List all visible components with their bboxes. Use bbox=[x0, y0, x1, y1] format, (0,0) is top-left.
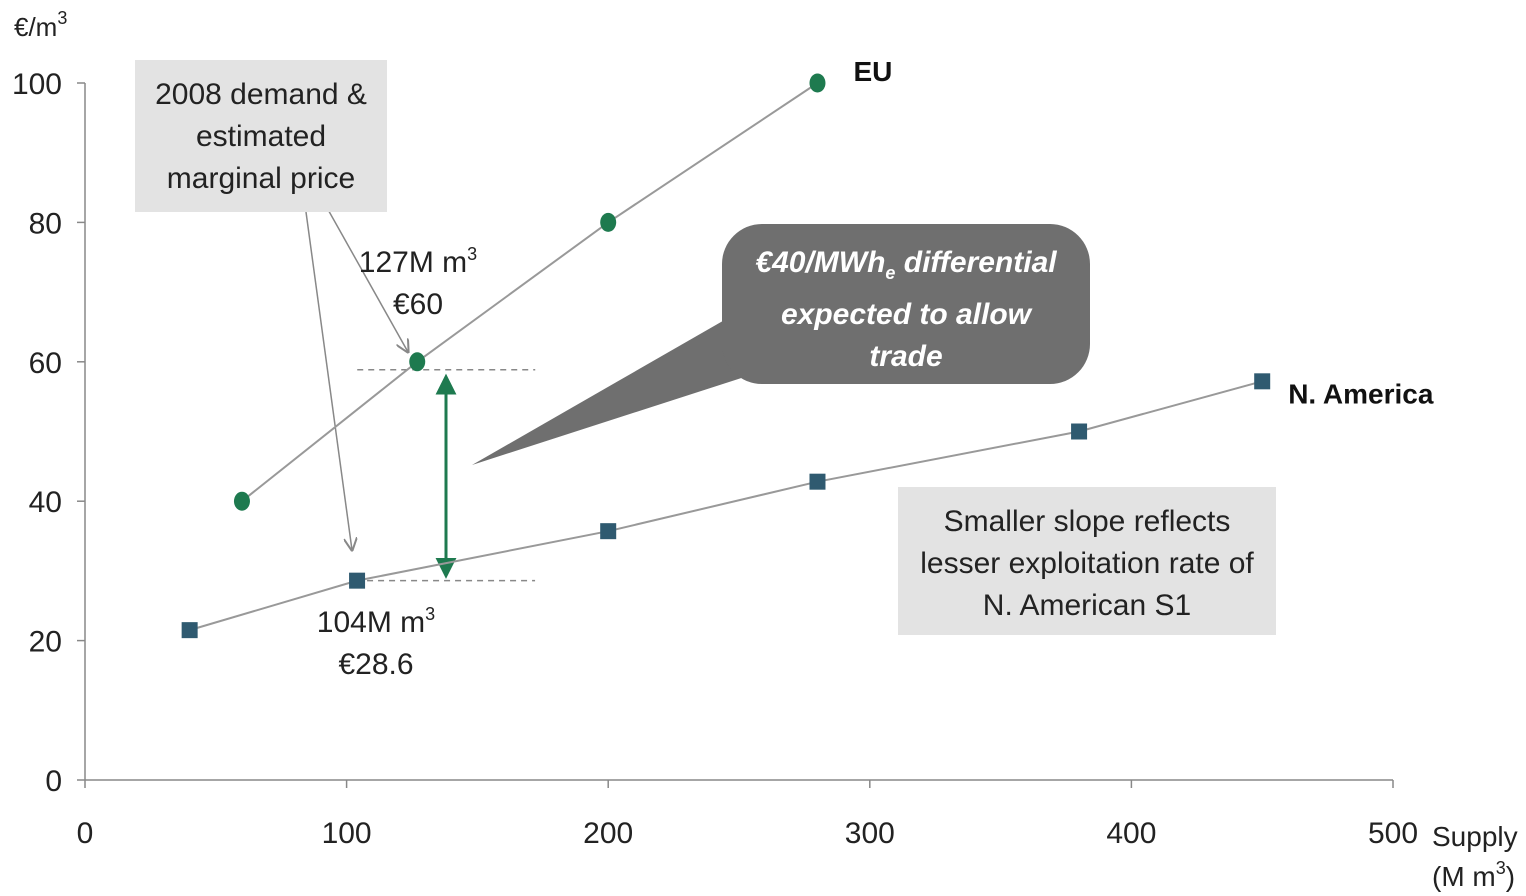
x-axis-label-line-2: (M m3) bbox=[1432, 858, 1515, 892]
data-point bbox=[349, 572, 366, 589]
data-point bbox=[600, 212, 617, 232]
series-label-n-america: N. America bbox=[1288, 378, 1434, 409]
x-tick-label: 300 bbox=[845, 817, 895, 850]
demand-annotation-box: 2008 demand & estimated marginal price bbox=[135, 60, 387, 212]
data-point bbox=[1071, 423, 1088, 440]
tick-labels: 0 100 200 300 400 500 0 20 40 60 80 100 €/m3 Supply (M… bbox=[12, 8, 1518, 892]
demand-box-line-2: estimated bbox=[195, 120, 327, 153]
series-eu bbox=[233, 73, 826, 511]
callout-line-1: €40/MWhe differential bbox=[755, 246, 1057, 283]
eu-point-label-price: €60 bbox=[393, 288, 443, 321]
callout-line-3: trade bbox=[869, 340, 943, 373]
trade-differential-callout: €40/MWhe differential expected to allow … bbox=[722, 224, 1090, 384]
y-tick-label: 60 bbox=[29, 347, 62, 380]
data-point bbox=[409, 352, 426, 372]
data-point bbox=[809, 73, 826, 93]
series-layer bbox=[181, 73, 1271, 639]
y-tick-label: 20 bbox=[29, 626, 62, 659]
data-point bbox=[600, 523, 617, 540]
slope-box-line-2: lesser exploitation rate of bbox=[920, 547, 1254, 580]
y-tick-label: 80 bbox=[29, 207, 62, 240]
data-point bbox=[809, 473, 826, 490]
slope-annotation-box: Smaller slope reflects lesser exploitati… bbox=[898, 487, 1276, 635]
series-label-eu: EU bbox=[853, 56, 892, 87]
demand-arrow-eu bbox=[325, 205, 408, 352]
guide-lines bbox=[305, 205, 760, 582]
x-tick-label: 500 bbox=[1368, 817, 1418, 850]
y-tick-label: 0 bbox=[45, 765, 62, 798]
series-n-america bbox=[181, 373, 1271, 639]
callout-pointer bbox=[472, 318, 760, 465]
x-tick-label: 200 bbox=[583, 817, 633, 850]
demand-arrow-na bbox=[305, 211, 352, 550]
x-tick-label: 400 bbox=[1106, 817, 1156, 850]
slope-box-line-1: Smaller slope reflects bbox=[943, 505, 1231, 538]
axes bbox=[77, 82, 1394, 788]
data-point bbox=[233, 491, 250, 511]
slope-box-line-3: N. American S1 bbox=[982, 589, 1192, 622]
data-point bbox=[1254, 373, 1271, 390]
callout-line-2: expected to allow bbox=[780, 298, 1032, 331]
na-point-label-price: €28.6 bbox=[338, 648, 413, 681]
series-line bbox=[189, 380, 1263, 632]
data-point bbox=[181, 622, 198, 639]
eu-point-label-volume: 127M m3 bbox=[359, 244, 477, 279]
x-axis-label-line-1: Supply bbox=[1432, 821, 1518, 852]
y-axis-label: €/m3 bbox=[14, 8, 67, 42]
annotation-labels: EU N. America 127M m3 €60 104M m3 €28.6 bbox=[317, 56, 1434, 681]
series-line bbox=[241, 82, 819, 502]
x-tick-label: 0 bbox=[77, 817, 94, 850]
na-point-label-volume: 104M m3 bbox=[317, 604, 435, 639]
demand-box-line-1: 2008 demand & bbox=[155, 78, 367, 111]
y-tick-label: 100 bbox=[12, 68, 62, 101]
demand-box-line-3: marginal price bbox=[166, 162, 356, 195]
x-tick-label: 100 bbox=[322, 817, 372, 850]
y-tick-label: 40 bbox=[29, 486, 62, 519]
